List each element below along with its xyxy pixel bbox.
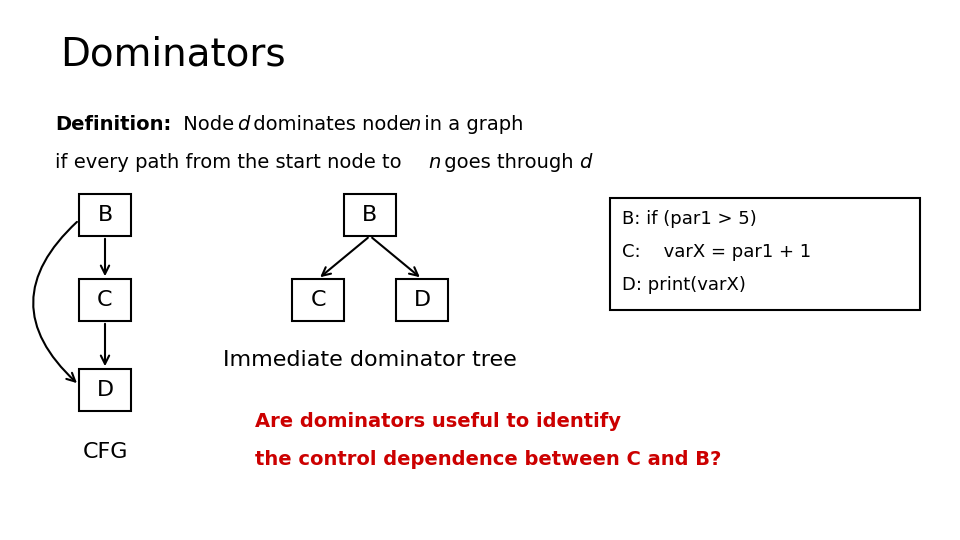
Text: goes through: goes through [438,153,579,172]
Text: Are dominators useful to identify: Are dominators useful to identify [255,412,621,431]
Text: B: B [97,205,112,225]
FancyBboxPatch shape [292,279,344,321]
FancyBboxPatch shape [79,194,131,236]
Text: B: if (par1 > 5): B: if (par1 > 5) [622,210,756,228]
Text: n: n [408,115,420,134]
Text: D: D [96,380,113,400]
Text: C: C [97,290,112,310]
FancyBboxPatch shape [79,279,131,321]
Text: dominates node: dominates node [247,115,417,134]
Text: C:    varX = par1 + 1: C: varX = par1 + 1 [622,243,811,261]
Text: Dominators: Dominators [60,35,286,73]
FancyBboxPatch shape [610,198,920,310]
Text: if every path from the start node to: if every path from the start node to [55,153,408,172]
Text: Node: Node [177,115,240,134]
FancyBboxPatch shape [344,194,396,236]
FancyBboxPatch shape [79,369,131,411]
Text: Immediate dominator tree: Immediate dominator tree [223,350,516,370]
FancyBboxPatch shape [396,279,448,321]
Text: D: print(varX): D: print(varX) [622,276,746,294]
Text: Definition:: Definition: [55,115,171,134]
Text: n: n [428,153,441,172]
Text: d: d [237,115,250,134]
Text: the control dependence between C and B?: the control dependence between C and B? [255,450,721,469]
Text: CFG: CFG [83,442,128,462]
Text: C: C [310,290,325,310]
Text: d: d [579,153,591,172]
FancyArrowPatch shape [34,222,77,382]
Text: B: B [362,205,377,225]
Text: in a graph: in a graph [418,115,523,134]
Text: D: D [414,290,431,310]
